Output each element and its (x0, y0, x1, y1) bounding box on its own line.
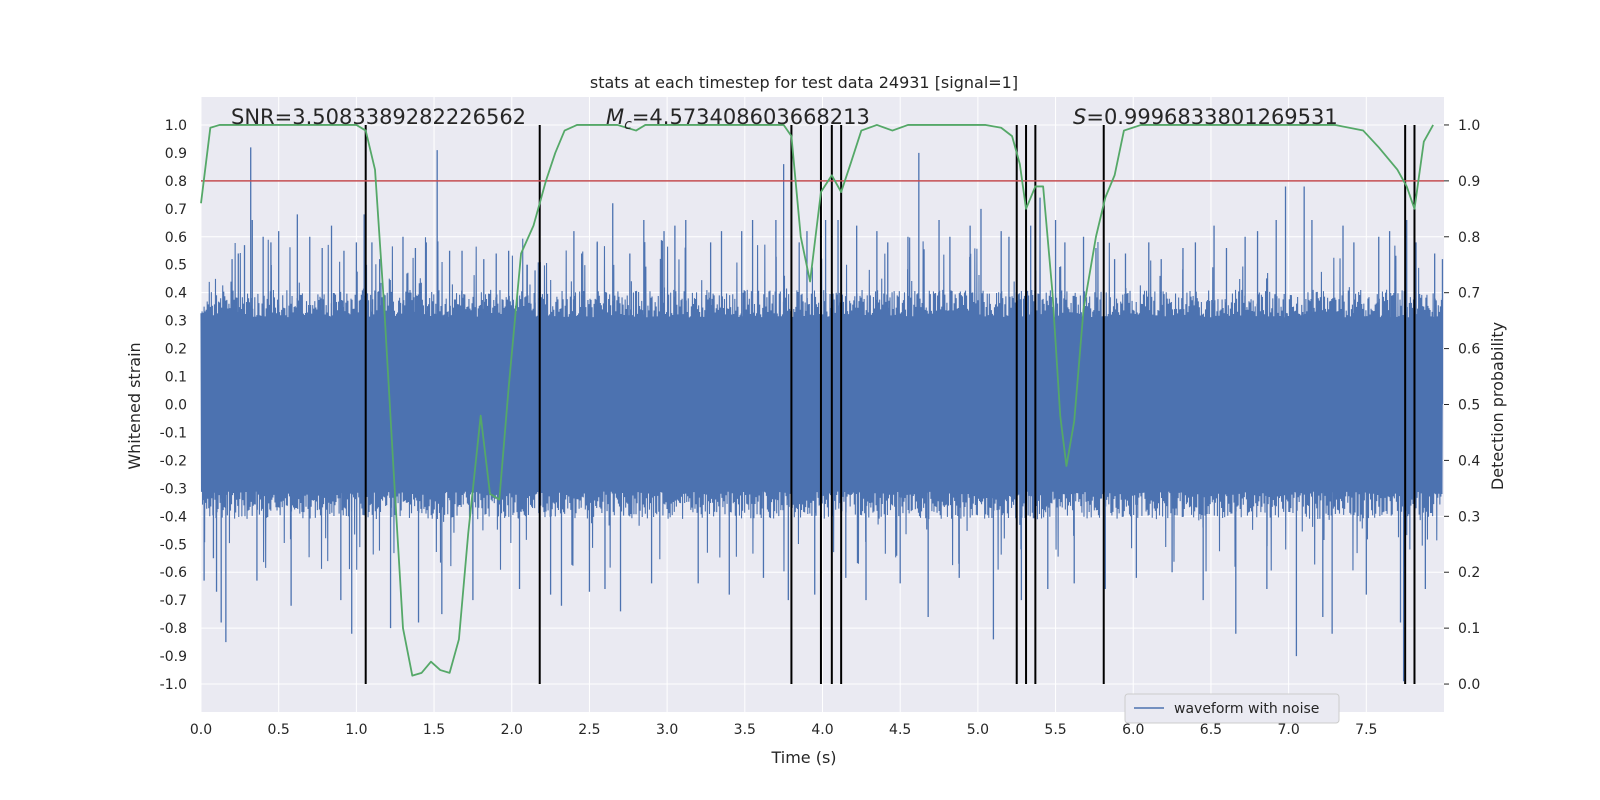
legend-label: waveform with noise (1174, 701, 1319, 717)
y-tick-label: 0.2 (165, 342, 187, 358)
y-tick-label: -0.5 (160, 537, 187, 553)
y-tick-label: -0.6 (160, 565, 187, 581)
y-tick-label: 0.6 (165, 230, 187, 246)
y-tick-label: 1.0 (165, 118, 187, 134)
y2-tick-label: 0.0 (1458, 677, 1480, 693)
probability-series (200, 124, 1434, 677)
y2-tick-label: 0.6 (1458, 342, 1480, 358)
x-tick-label: 4.5 (889, 722, 911, 738)
y-tick-label: 0.0 (165, 398, 187, 414)
s-symbol: S (1073, 105, 1086, 129)
y2-tick-label: 0.3 (1458, 509, 1480, 525)
x-tick-label: 1.0 (345, 722, 367, 738)
vertical-markers (364, 124, 1416, 685)
x-tick-label: 5.0 (967, 722, 989, 738)
legend: waveform with noise (1124, 693, 1340, 724)
x-tick-label: 1.5 (423, 722, 445, 738)
y-tick-label: -1.0 (160, 677, 187, 693)
y2-tick-labels: 1.0 0.9 0.8 0.7 0.6 0.5 0.4 0.3 0.2 0.1 0.0 (1444, 118, 1480, 693)
probability-line (200, 124, 1434, 677)
chirp-mass-symbol: M (606, 105, 624, 129)
legend-box (1124, 693, 1340, 724)
x-tick-label: 5.5 (1044, 722, 1066, 738)
y-tick-label: 0.4 (165, 286, 187, 302)
y2-tick-label: 0.4 (1458, 453, 1480, 469)
snr-annotation: SNR=3.5083389282226562 (231, 105, 526, 129)
y-tick-label: 0.1 (165, 370, 187, 386)
chirp-mass-value: =4.573408603668213 (632, 105, 870, 129)
y-tick-labels: 1.0 0.9 0.8 0.7 0.6 0.5 0.4 0.3 0.2 0.1 0.0 -0.1 -0.… (160, 118, 187, 693)
y-tick-label: 0.3 (165, 314, 187, 330)
x-tick-label: 3.5 (734, 722, 756, 738)
y-tick-label: -0.2 (160, 453, 187, 469)
y-tick-label: 0.7 (165, 202, 187, 218)
y-tick-label: -0.4 (160, 509, 187, 525)
y-tick-label: -0.8 (160, 621, 187, 637)
x-tick-label: 7.5 (1355, 722, 1377, 738)
y2-tick-label: 0.7 (1458, 286, 1480, 302)
chirp-mass-annotation: Mc=4.573408603668213 (606, 105, 870, 133)
chirp-mass-subscript: c (624, 117, 632, 133)
y-tick-label: -0.7 (160, 593, 187, 609)
x-tick-label: 6.5 (1200, 722, 1222, 738)
y2-tick-label: 0.9 (1458, 174, 1480, 190)
y2-axis-label: Detection probability (1488, 322, 1507, 490)
x-tick-label: 6.0 (1122, 722, 1144, 738)
x-axis-label: Time (s) (770, 748, 836, 767)
y2-tick-label: 0.8 (1458, 230, 1480, 246)
y-tick-label: -0.9 (160, 649, 187, 665)
y2-tick-label: 0.5 (1458, 398, 1480, 414)
y-tick-label: -0.1 (160, 425, 187, 441)
x-tick-label: 2.0 (501, 722, 523, 738)
x-tick-label: 0.5 (268, 722, 290, 738)
x-tick-label: 3.0 (656, 722, 678, 738)
chart-title: stats at each timestep for test data 249… (590, 73, 1018, 92)
y2-tick-label: 0.1 (1458, 621, 1480, 637)
y-tick-label: 0.9 (165, 146, 187, 162)
x-tick-label: 0.0 (190, 722, 212, 738)
x-tick-label: 4.0 (811, 722, 833, 738)
s-annotation: S=0.9996833801269531 (1073, 105, 1338, 129)
x-tick-labels: 0.0 0.5 1.0 1.5 2.0 2.5 3.0 3.5 4.0 4.5 5.0 5.5 6.0 6… (190, 722, 1378, 738)
s-value: =0.9996833801269531 (1086, 105, 1337, 129)
y2-tick-label: 1.0 (1458, 118, 1480, 134)
y-tick-label: 0.5 (165, 258, 187, 274)
y2-tick-label: 0.2 (1458, 565, 1480, 581)
x-tick-label: 7.0 (1277, 722, 1299, 738)
x-tick-label: 2.5 (578, 722, 600, 738)
y-tick-label: -0.3 (160, 481, 187, 497)
y-tick-label: 0.8 (165, 174, 187, 190)
y-axis-label: Whitened strain (125, 342, 144, 469)
